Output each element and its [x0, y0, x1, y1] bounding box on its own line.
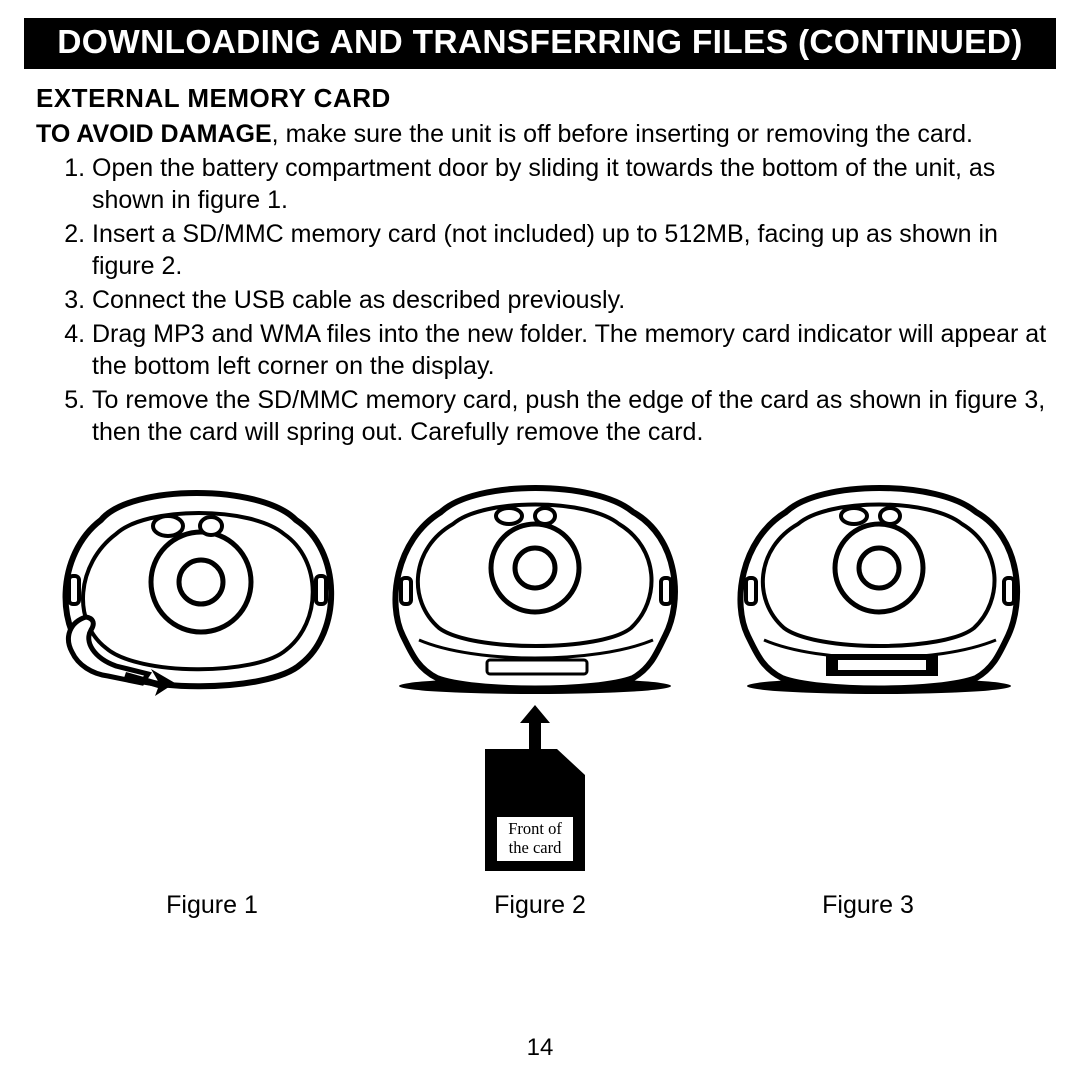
sd-card-label-line1: Front of: [498, 820, 572, 838]
list-item: Connect the USB cable as described previ…: [92, 284, 1056, 316]
warning-line: TO AVOID DAMAGE, make sure the unit is o…: [36, 118, 1056, 150]
figure-1: [46, 482, 346, 854]
figure-2-caption: Figure 2: [380, 891, 700, 920]
warning-rest: , make sure the unit is off before inser…: [272, 120, 973, 148]
list-item: Insert a SD/MMC memory card (not include…: [92, 218, 1056, 282]
page-title: DOWNLOADING AND TRANSFERRING FILES (CONT…: [24, 18, 1056, 69]
arrow-up-icon: [520, 705, 550, 749]
page-number: 14: [0, 1034, 1080, 1062]
figure-2-illustration: [375, 482, 695, 702]
sd-card-icon: Front of the card: [485, 749, 585, 871]
section-heading: EXTERNAL MEMORY CARD: [36, 83, 1056, 114]
sd-card-label-line2: the card: [498, 839, 572, 857]
figure-3: [724, 482, 1034, 854]
figure-1-illustration: [46, 482, 346, 702]
list-item: Open the battery compartment door by sli…: [92, 152, 1056, 216]
figure-2: Front of the card: [375, 482, 695, 871]
figure-3-illustration: [724, 482, 1034, 702]
figure-1-caption: Figure 1: [72, 891, 352, 920]
list-item: Drag MP3 and WMA files into the new fold…: [92, 318, 1056, 382]
sd-card-label: Front of the card: [497, 817, 573, 861]
figure-3-caption: Figure 3: [728, 891, 1008, 920]
figures-row: Front of the card: [46, 482, 1034, 871]
steps-list: Open the battery compartment door by sli…: [24, 152, 1056, 448]
captions-row: Figure 1 Figure 2 Figure 3: [72, 881, 1008, 920]
list-item: To remove the SD/MMC memory card, push t…: [92, 384, 1056, 448]
warning-bold: TO AVOID DAMAGE: [36, 120, 272, 148]
